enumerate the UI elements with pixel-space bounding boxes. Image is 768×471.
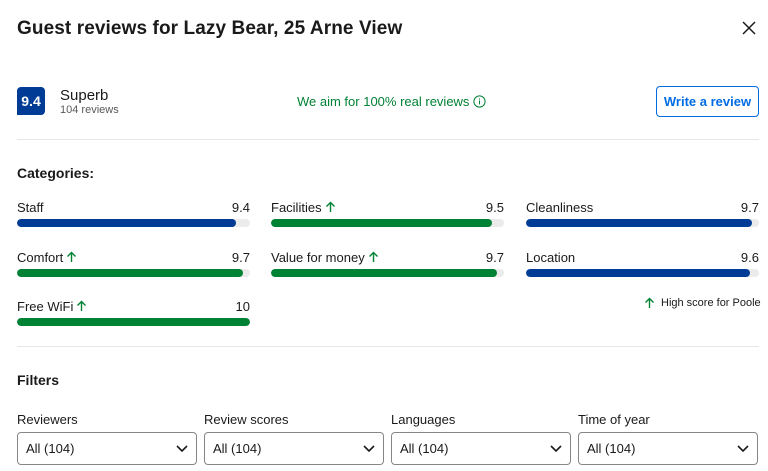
filter-review-scores: Review scores All (104) [204,412,384,465]
category-score: Facilities 9.5 [271,199,504,227]
score-bar-track [526,219,759,227]
category-score-value: 9.7 [231,249,250,265]
filter-label: Review scores [204,412,289,427]
category-score-value: 10 [235,298,250,314]
score-bar-fill [17,318,250,326]
dialog-title: Guest reviews for Lazy Bear, 25 Arne Vie… [17,18,403,39]
score-bar-track [17,269,250,277]
category-score-value: 9.6 [740,249,759,265]
category-score-value: 9.5 [485,199,504,215]
score-bar-fill [526,269,750,277]
filter-time-of-year: Time of year All (104) [578,412,758,465]
category-label: Location [526,250,575,265]
chevron-down-icon [176,444,188,452]
score-bar-fill [526,219,752,227]
category-label-text: Facilities [271,199,322,215]
category-label-text: Location [526,249,576,265]
select-value: All (104) [400,441,449,456]
arrow-up-icon [325,201,335,212]
select-value: All (104) [213,441,262,456]
select-value: All (104) [587,441,636,456]
chevron-down-icon [737,444,749,452]
review-scores-select[interactable]: All (104) [204,432,384,465]
categories-heading: Categories: [17,165,95,181]
category-score: Comfort 9.7 [17,249,250,277]
category-score: Location 9.6 [526,249,759,277]
category-score-value: 9.7 [740,199,759,215]
category-label: Value for money [271,250,379,265]
review-count: 104 reviews [60,104,119,116]
category-label-text: Value for money [271,249,365,265]
high-score-note: High score for Poole [644,297,761,309]
category-label-text: Comfort [17,249,64,265]
real-reviews-text: We aim for 100% real reviews [297,94,470,109]
category-score: Cleanliness 9.7 [526,199,759,227]
score-bar-fill [17,269,243,277]
category-label: Staff [17,200,44,215]
category-label: Free WiFi [17,299,87,314]
chevron-down-icon [550,444,562,452]
score-bar-fill [17,219,237,227]
time-of-year-select[interactable]: All (104) [578,432,758,465]
review-score-badge: 9.4 [17,87,45,115]
high-score-text: High score for Poole [661,297,761,309]
chevron-down-icon [363,444,375,452]
arrow-up-icon [77,300,87,311]
real-reviews-link[interactable]: We aim for 100% real reviews [297,94,487,109]
category-label-text: Staff [17,199,44,215]
filters-heading: Filters [17,372,60,388]
score-bar-track [526,269,759,277]
divider [17,346,759,347]
close-icon [742,21,756,35]
divider [17,139,759,140]
category-label: Cleanliness [526,200,593,215]
category-label: Facilities [271,200,336,215]
category-score: Free WiFi 10 [17,298,250,326]
arrow-up-icon [67,251,77,262]
category-label-text: Cleanliness [526,199,594,215]
score-bar-fill [271,269,497,277]
category-score: Value for money 9.7 [271,249,504,277]
arrow-up-icon [645,297,654,308]
score-bar-track [17,219,250,227]
languages-select[interactable]: All (104) [391,432,571,465]
arrow-up-icon [368,251,378,262]
filter-label: Languages [391,412,456,427]
score-bar-track [271,269,504,277]
close-button[interactable] [737,16,761,40]
filter-label: Time of year [578,412,650,427]
category-label: Comfort [17,250,77,265]
filter-label: Reviewers [17,412,78,427]
score-bar-track [271,219,504,227]
score-bar-track [17,318,250,326]
score-word: Superb [60,87,109,104]
select-value: All (104) [26,441,75,456]
score-bar-fill [271,219,493,227]
filter-languages: Languages All (104) [391,412,571,465]
write-review-button[interactable]: Write a review [656,86,759,117]
reviewers-select[interactable]: All (104) [17,432,197,465]
info-icon [473,95,487,108]
category-score-value: 9.7 [485,249,504,265]
category-score: Staff 9.4 [17,199,250,227]
category-label-text: Free WiFi [17,298,74,314]
filter-reviewers: Reviewers All (104) [17,412,197,465]
category-score-value: 9.4 [231,199,250,215]
